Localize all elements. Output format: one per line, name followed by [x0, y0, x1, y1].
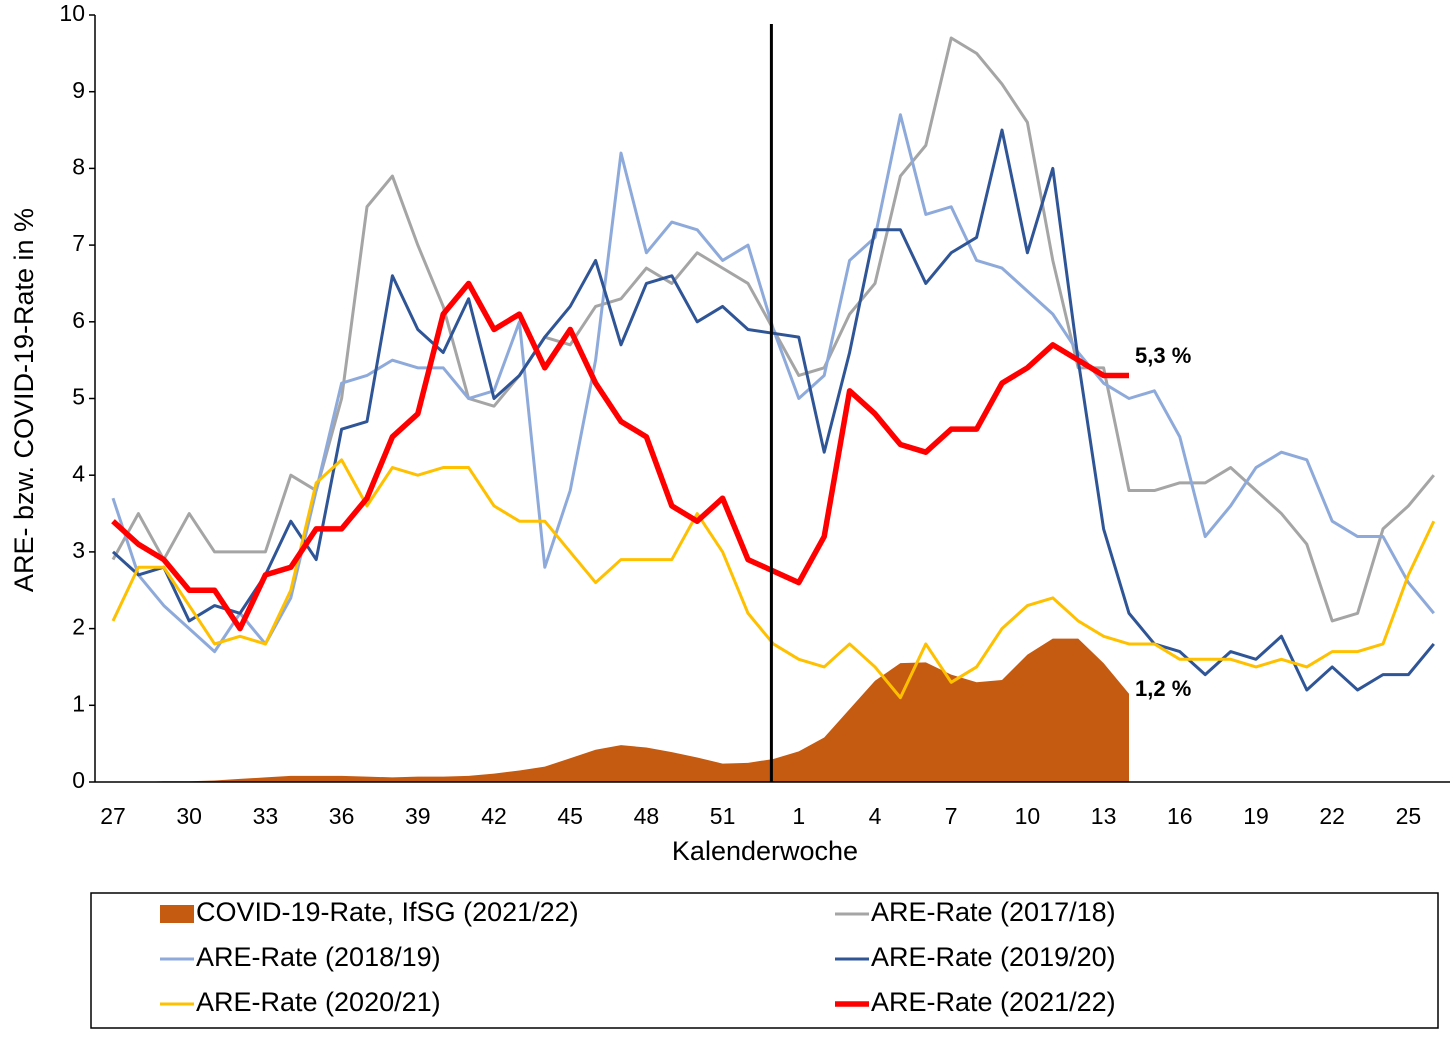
x-tick-label: 1 — [792, 803, 805, 829]
area — [113, 638, 1129, 782]
annotation: 1,2 % — [1135, 676, 1191, 701]
y-tick-label: 6 — [72, 307, 85, 333]
y-tick-label: 8 — [72, 153, 85, 179]
x-tick-label: 33 — [253, 803, 279, 829]
y-tick-label: 0 — [72, 767, 85, 793]
x-tick-label: 36 — [329, 803, 355, 829]
x-tick-label: 45 — [557, 803, 583, 829]
x-tick-label: 22 — [1319, 803, 1345, 829]
x-tick-label: 25 — [1396, 803, 1422, 829]
legend-label: ARE-Rate (2021/22) — [871, 987, 1116, 1017]
legend-label: ARE-Rate (2019/20) — [871, 942, 1116, 972]
line — [111, 458, 1436, 700]
x-tick-label: 30 — [176, 803, 202, 829]
y-tick-label: 4 — [72, 460, 85, 486]
line — [111, 128, 1435, 692]
x-tick-label: 51 — [710, 803, 736, 829]
x-tick-label: 7 — [945, 803, 958, 829]
x-tick-label: 10 — [1015, 803, 1041, 829]
x-tick-label: 4 — [869, 803, 882, 829]
y-tick-label: 2 — [72, 614, 85, 640]
y-tick-label: 7 — [72, 230, 85, 256]
y-tick-label: 1 — [72, 690, 85, 716]
x-tick-label: 19 — [1243, 803, 1269, 829]
annotation: 5,3 % — [1135, 343, 1191, 368]
x-tick-label: 39 — [405, 803, 431, 829]
legend-box — [90, 892, 1439, 1029]
x-tick-label: 16 — [1167, 803, 1193, 829]
legend-label: ARE-Rate (2018/19) — [196, 942, 441, 972]
legend-swatch — [160, 905, 194, 923]
y-tick-label: 10 — [59, 0, 85, 26]
x-tick-label: 27 — [100, 803, 126, 829]
y-axis-title: ARE- bzw. COVID-19-Rate in % — [9, 208, 39, 592]
line — [111, 280, 1129, 632]
legend-label: ARE-Rate (2020/21) — [196, 987, 441, 1017]
x-tick-label: 42 — [481, 803, 507, 829]
x-tick-label: 48 — [634, 803, 660, 829]
line — [111, 113, 1435, 654]
legend-label: COVID-19-Rate, IfSG (2021/22) — [196, 897, 579, 927]
x-tick-label: 13 — [1091, 803, 1117, 829]
x-axis-title: Kalenderwoche — [672, 836, 858, 866]
y-tick-label: 3 — [72, 537, 85, 563]
y-tick-label: 5 — [72, 384, 85, 410]
legend-label: ARE-Rate (2017/18) — [871, 897, 1116, 927]
y-tick-label: 9 — [72, 77, 85, 103]
